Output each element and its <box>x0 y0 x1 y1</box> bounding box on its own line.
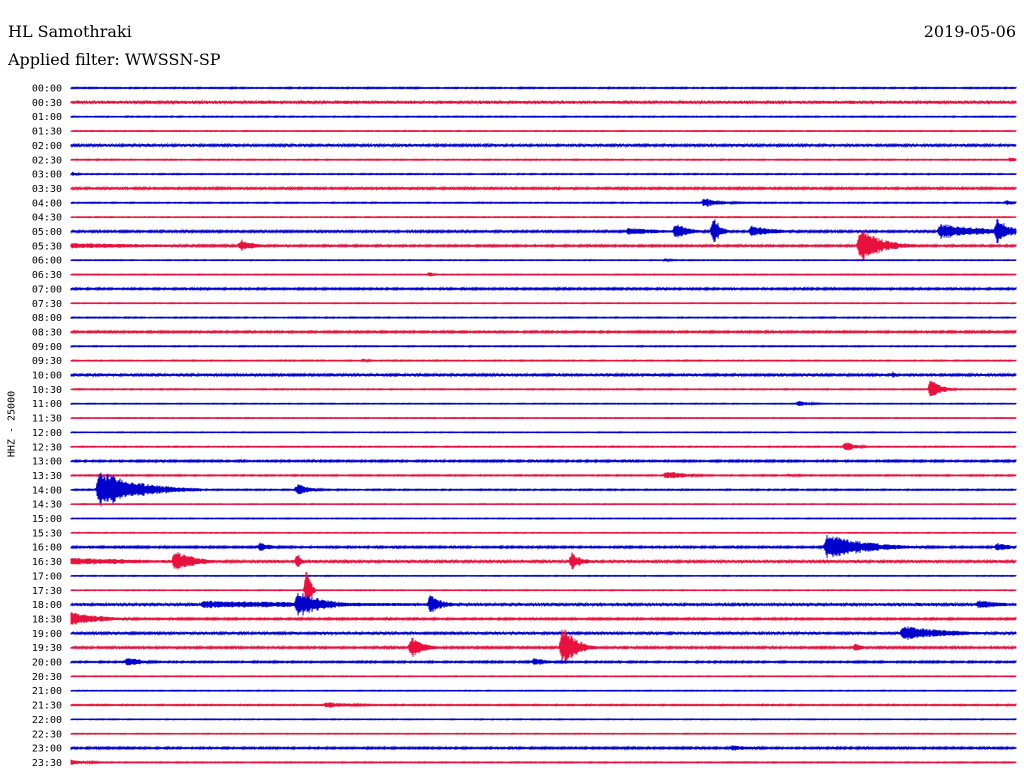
row-time-label: 12:30 <box>32 442 62 453</box>
trace-row <box>70 551 1017 570</box>
row-time-label: 20:30 <box>32 672 62 683</box>
row-time-label: 17:30 <box>32 586 62 597</box>
row-time-label: 08:30 <box>32 327 62 338</box>
row-time-label: 09:00 <box>32 342 62 353</box>
row-time-label: 02:30 <box>32 155 62 166</box>
row-time-label: 05:30 <box>32 241 62 252</box>
row-time-label: 04:00 <box>32 198 62 209</box>
row-time-label: 13:00 <box>32 457 62 468</box>
row-time-label: 19:00 <box>32 629 62 640</box>
row-time-label: 00:30 <box>32 98 62 109</box>
row-time-label: 07:30 <box>32 299 62 310</box>
row-time-label: 03:30 <box>32 184 62 195</box>
row-time-label: 21:00 <box>32 686 62 697</box>
row-time-label: 14:00 <box>32 485 62 496</box>
row-time-label: 10:00 <box>32 371 62 382</box>
row-time-label: 22:30 <box>32 729 62 740</box>
row-time-label: 12:00 <box>32 428 62 439</box>
row-time-label: 00:00 <box>32 84 62 95</box>
row-time-label: 16:30 <box>32 557 62 568</box>
row-time-label: 04:30 <box>32 213 62 224</box>
row-time-label: 20:00 <box>32 658 62 669</box>
row-time-label: 07:00 <box>32 284 62 295</box>
row-time-label: 15:30 <box>32 528 62 539</box>
row-time-label: 05:00 <box>32 227 62 238</box>
row-time-label: 08:00 <box>32 313 62 324</box>
header-left: HL Samothraki Applied filter: WWSSN-SP <box>8 20 221 76</box>
row-time-label: 18:00 <box>32 600 62 611</box>
row-time-label: 22:00 <box>32 715 62 726</box>
record-date: 2019-05-06 <box>923 22 1016 41</box>
row-time-label: 23:30 <box>32 758 62 769</box>
filter-label: Applied filter: WWSSN-SP <box>8 50 221 69</box>
row-time-label: 06:00 <box>32 256 62 267</box>
row-time-label: 18:30 <box>32 614 62 625</box>
row-time-label: 16:00 <box>32 543 62 554</box>
row-time-label: 09:30 <box>32 356 62 367</box>
row-time-label: 19:30 <box>32 643 62 654</box>
row-time-label: 17:00 <box>32 571 62 582</box>
row-time-label: 01:30 <box>32 127 62 138</box>
row-time-label: 01:00 <box>32 112 62 123</box>
row-time-label: 11:30 <box>32 414 62 425</box>
row-time-label: 13:30 <box>32 471 62 482</box>
row-time-label: 14:30 <box>32 500 62 511</box>
row-time-label: 03:00 <box>32 170 62 181</box>
row-time-label: 21:30 <box>32 701 62 712</box>
trace-row <box>70 571 1017 606</box>
row-time-label: 11:00 <box>32 399 62 410</box>
row-time-label: 23:00 <box>32 744 62 755</box>
row-time-label: 15:00 <box>32 514 62 525</box>
row-time-label: 06:30 <box>32 270 62 281</box>
trace-row <box>70 380 1017 397</box>
row-time-label: 02:00 <box>32 141 62 152</box>
station-name: HL Samothraki <box>8 22 132 41</box>
row-time-label: 10:30 <box>32 385 62 396</box>
